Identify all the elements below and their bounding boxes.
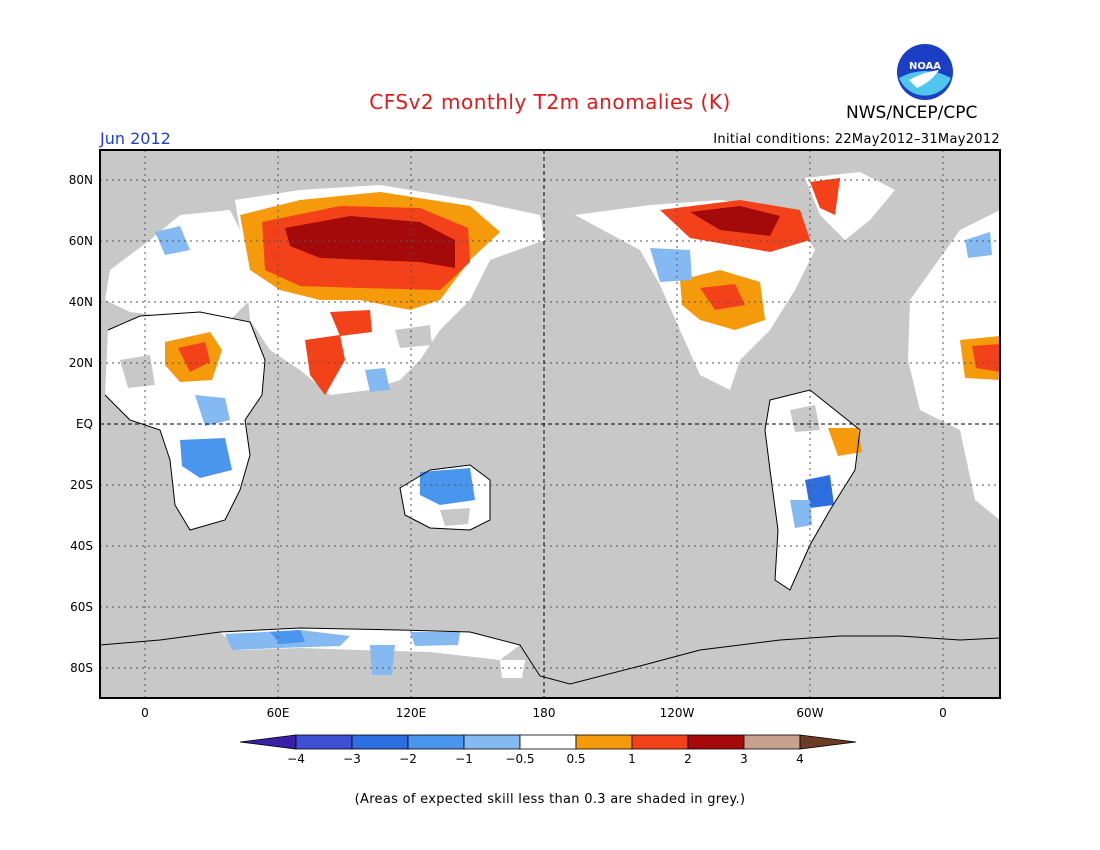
coastlines <box>99 311 1001 685</box>
anomaly-sa-cool <box>805 475 834 508</box>
lat-label: 40S <box>70 539 93 553</box>
colorbar-label: 3 <box>740 752 748 766</box>
initial-conditions: Initial conditions: 22May2012–31May2012 <box>713 132 1000 147</box>
grey-sa <box>790 405 820 432</box>
colorbar <box>239 734 857 750</box>
organization-label: NWS/NCEP/CPC <box>846 103 978 123</box>
lat-label: 60S <box>70 600 93 614</box>
anomaly-antarctica-cool3 <box>370 645 395 675</box>
colorbar-arrow-high <box>799 734 857 750</box>
lon-label: 60W <box>796 706 823 720</box>
anomaly-asia-extreme <box>285 216 455 268</box>
colorbar-label: −1 <box>455 752 473 766</box>
anomaly-australia-cool <box>420 468 475 505</box>
lon-label: 180 <box>533 706 556 720</box>
colorbar-swatch <box>463 734 521 750</box>
lon-label: 0 <box>141 706 149 720</box>
colorbar-label: 1 <box>628 752 636 766</box>
lon-axis: 0 60E 120E 180 120W 60W 0 <box>141 706 947 720</box>
anomaly-antarctica-cool4 <box>410 632 460 646</box>
anomaly-sa-cool2 <box>790 500 812 528</box>
anomaly-sa-warm <box>828 428 862 456</box>
anomaly-asia-cool <box>365 368 390 392</box>
grey-africa <box>120 355 155 388</box>
anomaly-fields <box>105 172 1000 678</box>
colorbar-label: 2 <box>684 752 692 766</box>
colorbar-swatch <box>351 734 409 750</box>
map-frame <box>99 149 1001 699</box>
lon-label: 120W <box>660 706 695 720</box>
map-title: CFSv2 monthly T2m anomalies (K) <box>369 90 731 114</box>
anomaly-antarctica-cool2 <box>270 630 305 644</box>
colorbar-label: −2 <box>399 752 417 766</box>
colorbar-swatch <box>687 734 745 750</box>
lat-label: 20S <box>70 478 93 492</box>
reference-lines <box>100 150 1000 698</box>
colorbar-swatch <box>575 734 633 750</box>
lon-label: 0 <box>939 706 947 720</box>
colorbar-swatch <box>295 734 353 750</box>
anomaly-canada-extreme <box>690 206 780 236</box>
forecast-month: Jun 2012 <box>100 129 171 148</box>
land-ross <box>500 660 525 678</box>
anomaly-na-cool <box>650 248 692 282</box>
land-europe <box>105 210 250 320</box>
colorbar-swatch <box>519 734 577 750</box>
lat-label: 40N <box>69 295 93 309</box>
lat-label: 80N <box>69 173 93 187</box>
anomaly-greenland-hot <box>810 178 840 215</box>
anomaly-africa-cool2 <box>195 395 230 426</box>
skill-note: (Areas of expected skill less than 0.3 a… <box>354 792 746 807</box>
anomaly-africa-cool <box>180 438 232 478</box>
lon-label: 60E <box>267 706 290 720</box>
anomaly-usa-hot <box>700 284 745 310</box>
noaa-logo: NOAA <box>897 44 953 100</box>
lat-axis: 80N 60N 40N 20N EQ 20S 40S 60S 80S <box>69 173 93 675</box>
colorbar-arrow-low <box>239 734 297 750</box>
colorbar-label: −0.5 <box>505 752 534 766</box>
anomaly-wrap-cool <box>965 232 992 258</box>
anomaly-wrap-hot <box>972 344 1000 372</box>
lat-label: 80S <box>70 661 93 675</box>
colorbar-swatch <box>631 734 689 750</box>
grey-asia <box>395 325 432 348</box>
colorbar-swatch <box>407 734 465 750</box>
colorbar-label: 4 <box>796 752 804 766</box>
lat-label: 20N <box>69 356 93 370</box>
colorbar-label: −3 <box>343 752 361 766</box>
land-europe-wrap <box>908 210 1000 520</box>
colorbar-labels: −4 −3 −2 −1 −0.5 0.5 1 2 3 4 <box>287 752 804 766</box>
anomaly-china-hot <box>330 310 372 336</box>
lat-label: EQ <box>76 417 93 431</box>
colorbar-swatch <box>743 734 801 750</box>
colorbar-label: −4 <box>287 752 305 766</box>
lon-label: 120E <box>396 706 427 720</box>
colorbar-label: 0.5 <box>566 752 585 766</box>
logo-text: NOAA <box>909 61 941 72</box>
grey-australia <box>440 508 470 526</box>
lat-label: 60N <box>69 234 93 248</box>
anomaly-india-hot <box>305 335 345 395</box>
anomaly-africa-hot <box>178 342 210 372</box>
grid-lines <box>100 150 1000 698</box>
